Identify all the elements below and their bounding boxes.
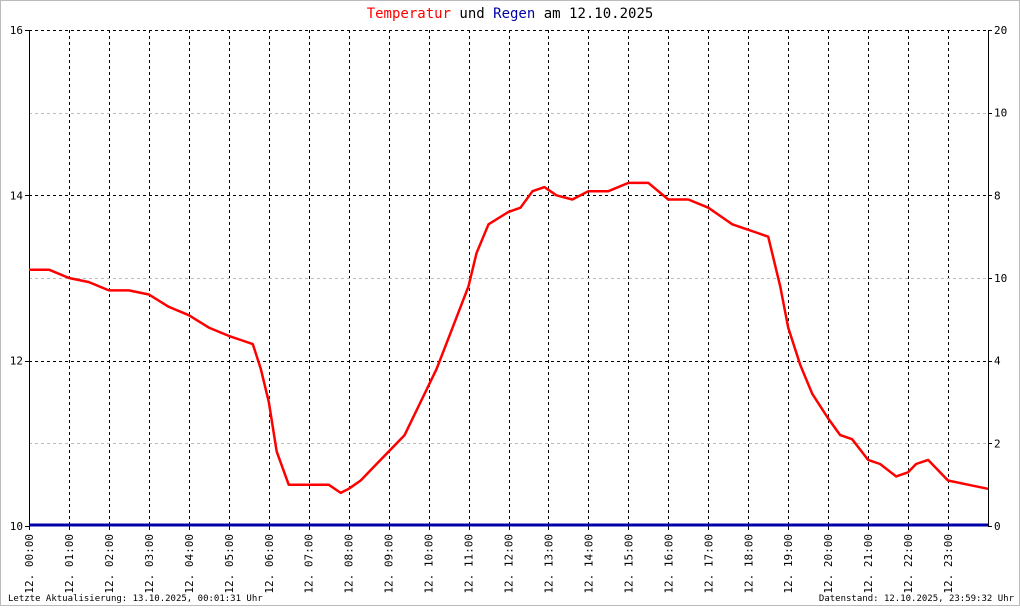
x-axis-tick-label: 12. 18:00 bbox=[742, 534, 755, 594]
data-series bbox=[29, 181, 989, 527]
x-axis-tick-label: 12. 04:00 bbox=[183, 534, 196, 594]
x-axis-tick-label: 12. 23:00 bbox=[942, 534, 955, 594]
x-axis-tick-label: 12. 00:00 bbox=[23, 534, 36, 594]
x-axis-tick-label: 12. 02:00 bbox=[103, 534, 116, 594]
x-axis-tick-label: 12. 10:00 bbox=[423, 534, 436, 594]
right-axis-tick-label: 10 bbox=[994, 272, 1007, 285]
x-axis-tick-label: 12. 07:00 bbox=[303, 534, 316, 594]
data-status-text: Datenstand: 12.10.2025, 23:59:32 Uhr bbox=[819, 594, 1015, 604]
title-und: und bbox=[451, 6, 493, 22]
right-axis-tick-label: 8 bbox=[994, 189, 1001, 202]
x-axis-labels: 12. 00:00 12. 01:00 12. 02:00 12. 03:00 12. … bbox=[23, 526, 955, 594]
x-axis-tick-label: 12. 06:00 bbox=[263, 534, 276, 594]
title-temperature: Temperatur bbox=[367, 6, 451, 22]
title-regen: Regen bbox=[493, 6, 535, 22]
x-axis-tick-label: 12. 14:00 bbox=[582, 534, 595, 594]
left-axis-tick-label: 10 bbox=[10, 520, 23, 533]
right-axis-tick-label: 2 bbox=[994, 437, 1001, 450]
x-axis-tick-label: 12. 12:00 bbox=[503, 534, 516, 594]
x-axis-tick-label: 12. 08:00 bbox=[343, 534, 356, 594]
x-axis-tick-label: 12. 15:00 bbox=[622, 534, 635, 594]
temperature-line bbox=[29, 181, 989, 495]
x-axis-tick-label: 12. 09:00 bbox=[383, 534, 396, 594]
left-axis-tick-label: 16 bbox=[10, 24, 23, 37]
x-axis-tick-label: 12. 20:00 bbox=[822, 534, 835, 594]
last-update-text: Letzte Aktualisierung: 13.10.2025, 00:01… bbox=[8, 594, 263, 604]
right-y-axis-labels: 0 2 4 8 10 10 20 bbox=[988, 24, 1007, 533]
x-axis-tick-label: 12. 21:00 bbox=[862, 534, 875, 594]
left-y-axis-labels: 10 12 14 16 bbox=[10, 24, 29, 533]
x-axis-tick-label: 12. 01:00 bbox=[63, 534, 76, 594]
left-axis-tick-label: 12 bbox=[10, 355, 23, 368]
title-date: am 12.10.2025 bbox=[535, 6, 653, 22]
x-axis-tick-label: 12. 19:00 bbox=[782, 534, 795, 594]
x-axis-tick-label: 12. 03:00 bbox=[143, 534, 156, 594]
right-axis-tick-label: 4 bbox=[994, 355, 1001, 368]
x-axis-tick-label: 12. 13:00 bbox=[542, 534, 555, 594]
right-axis-tick-label: 0 bbox=[994, 520, 1001, 533]
right-axis-tick-label: 20 bbox=[994, 24, 1007, 37]
x-axis-tick-label: 12. 22:00 bbox=[902, 534, 915, 594]
right-axis-tick-label: 10 bbox=[994, 107, 1007, 120]
chart-title: Temperatur und Regen am 12.10.2025 bbox=[367, 6, 654, 22]
left-axis-tick-label: 14 bbox=[10, 189, 24, 202]
x-axis-tick-label: 12. 16:00 bbox=[662, 534, 675, 594]
x-axis-tick-label: 12. 17:00 bbox=[702, 534, 715, 594]
x-axis-tick-label: 12. 05:00 bbox=[223, 534, 236, 594]
x-axis-tick-label: 12. 11:00 bbox=[463, 534, 476, 594]
